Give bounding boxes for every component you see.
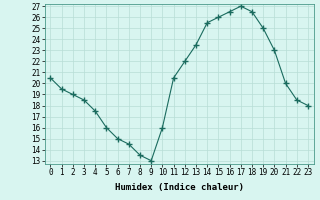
X-axis label: Humidex (Indice chaleur): Humidex (Indice chaleur)	[115, 183, 244, 192]
